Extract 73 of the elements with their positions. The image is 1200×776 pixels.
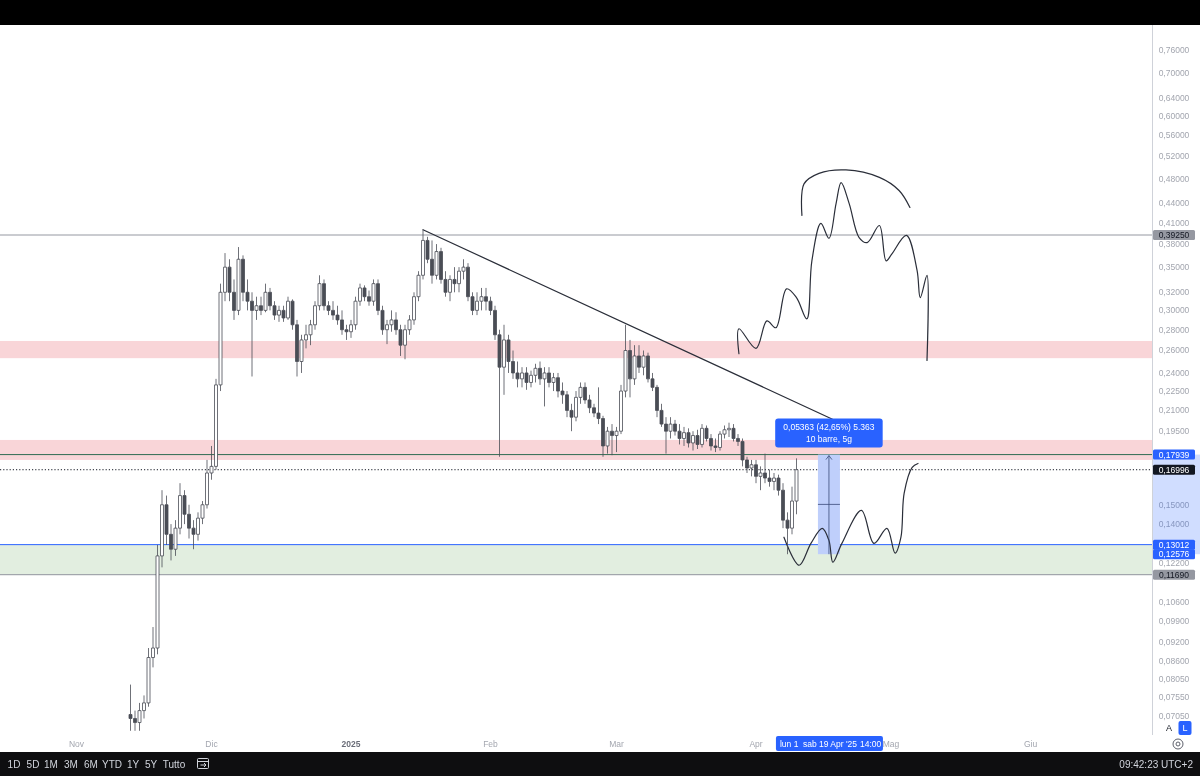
- y-tick-label: 0,10600: [1158, 597, 1190, 608]
- y-tick-label: 0,14000: [1158, 519, 1190, 530]
- x-tick-label: Mag: [882, 738, 900, 749]
- text: 6M: [84, 758, 98, 770]
- y-tick-label: 0,12200: [1158, 557, 1190, 568]
- candlestick: [434, 243, 439, 280]
- text: Tutto: [162, 758, 186, 770]
- x-tick-label: Apr: [749, 738, 763, 749]
- y-tick-label: 0,07550: [1158, 692, 1190, 703]
- y-tick-label: 0,15000: [1158, 499, 1190, 510]
- y-tick-label: 0,22500: [1158, 386, 1190, 397]
- candlestick: [524, 366, 529, 391]
- text: 14:00: [859, 738, 882, 749]
- x-tick-label: Giu: [1023, 738, 1038, 749]
- text: sab 19 Apr '25: [802, 738, 858, 749]
- x-tick-label: Dic: [205, 738, 219, 749]
- y-tick-label: 0,28000: [1158, 324, 1190, 335]
- candlestick: [263, 283, 268, 313]
- text: 3M: [64, 758, 78, 770]
- candlestick: [533, 363, 538, 383]
- y-tick-label: 0,26000: [1158, 345, 1190, 356]
- text: lun 1: [779, 738, 799, 749]
- line-series: [737, 182, 929, 361]
- ref-line-label: 0,16996: [1158, 464, 1190, 475]
- annotation: 0,05363 (42,65%) 5.363 10 barre, 5g: [783, 421, 875, 444]
- y-tick-label: 0,60000: [1158, 110, 1190, 121]
- text: A: [1165, 723, 1173, 734]
- text: 1M: [44, 758, 58, 770]
- ref-line-label: 0,13012: [1158, 539, 1190, 550]
- y-tick-label: 0,56000: [1158, 130, 1190, 141]
- x-tick-label: Feb: [483, 738, 499, 749]
- y-tick-label: 0,48000: [1158, 173, 1190, 184]
- y-tick-label: 0,44000: [1158, 197, 1190, 208]
- x-tick-label: 2025: [341, 738, 361, 749]
- y-tick-label: 0,08050: [1158, 674, 1190, 685]
- candlestick: [542, 366, 547, 407]
- text: 5D: [26, 758, 40, 770]
- y-tick-label: 0,76000: [1158, 44, 1190, 55]
- candlestick: [731, 423, 736, 442]
- text: 09:42:23 UTC+2: [1119, 758, 1194, 770]
- text: 1Y: [126, 758, 140, 770]
- y-tick-label: 0,41000: [1158, 217, 1190, 228]
- x-tick-label: Mar: [609, 738, 624, 749]
- y-tick-label: 0,32000: [1158, 287, 1190, 298]
- line-series: [800, 169, 911, 216]
- y-tick-label: 0,24000: [1158, 367, 1190, 378]
- y-tick-label: 0,21000: [1158, 405, 1190, 416]
- y-tick-label: 0,64000: [1158, 92, 1190, 103]
- y-tick-label: 0,38000: [1158, 239, 1190, 250]
- y-tick-label: 0,52000: [1158, 151, 1190, 162]
- y-tick-label: 0,07050: [1158, 711, 1190, 722]
- candlestick: [479, 287, 484, 311]
- candlestick: [677, 423, 682, 445]
- y-tick-label: 0,08600: [1158, 655, 1190, 666]
- ref-line-label: 0,39250: [1158, 229, 1190, 240]
- candlestick: [236, 246, 241, 316]
- text: YTD: [102, 758, 122, 770]
- candlestick: [686, 427, 691, 448]
- x-tick-label: Nov: [68, 738, 85, 749]
- text: 1D: [7, 758, 21, 770]
- ref-line-label: 0,11690: [1158, 569, 1190, 580]
- candlestick: [362, 284, 367, 302]
- text: 5Y: [144, 758, 158, 770]
- line-series: [783, 462, 919, 566]
- y-tick-label: 0,30000: [1158, 305, 1190, 316]
- y-tick-label: 0,09900: [1158, 616, 1190, 627]
- text: 0,12576: [1158, 549, 1190, 560]
- text: 0,17939: [1158, 449, 1190, 460]
- y-tick-label: 0,09200: [1158, 636, 1190, 647]
- y-tick-label: 0,19500: [1158, 426, 1190, 437]
- candlestick: [128, 684, 133, 732]
- y-tick-label: 0,70000: [1158, 67, 1190, 78]
- y-tick-label: 0,35000: [1158, 262, 1190, 273]
